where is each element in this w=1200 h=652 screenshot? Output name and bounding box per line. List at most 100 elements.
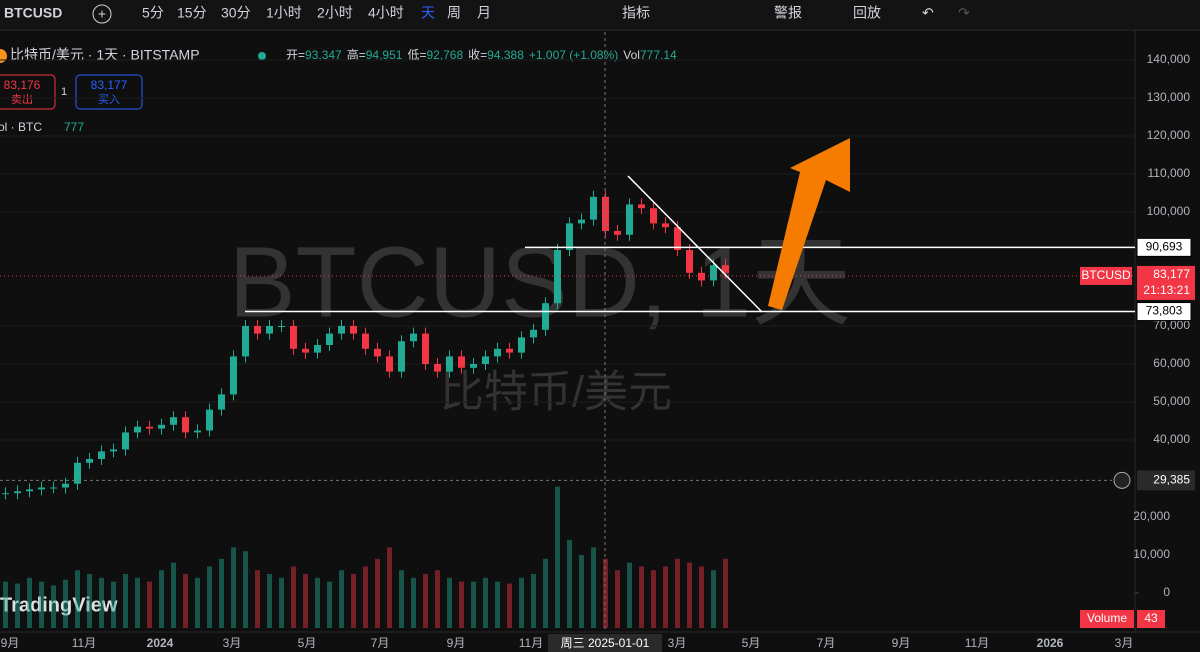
candle — [278, 326, 285, 327]
volume-bar — [615, 570, 620, 628]
buy-label: 买入 — [98, 93, 120, 106]
candle — [110, 449, 117, 452]
volume-bar — [111, 581, 116, 628]
volume-bar — [327, 581, 332, 628]
time-label: 7月 — [371, 636, 390, 650]
interval[interactable]: 2小时 — [317, 5, 353, 21]
candle — [518, 337, 525, 353]
candle — [374, 348, 381, 357]
volume-bar — [495, 581, 500, 628]
interval[interactable]: 1小时 — [266, 5, 302, 21]
sell-button[interactable] — [0, 74, 56, 110]
price-tick-label: 50,000 — [1153, 394, 1190, 408]
candle — [194, 430, 201, 433]
volume-bar — [303, 574, 308, 628]
candle — [614, 231, 621, 235]
time-label: 9月 — [1, 636, 20, 650]
volume-last-bg — [1137, 610, 1165, 628]
volume-bar — [555, 486, 560, 628]
volume-tick-label: 10,000 — [1133, 547, 1170, 561]
candle — [14, 491, 21, 494]
ohlc-close-label: 收= — [468, 48, 487, 62]
candle — [578, 219, 585, 224]
volume-bar — [231, 547, 236, 628]
candle — [62, 483, 69, 488]
volume-bar — [375, 558, 380, 628]
volume-legend-value: 777 — [64, 120, 84, 134]
interval[interactable]: 5分 — [142, 5, 164, 21]
undo[interactable]: ↶ — [922, 5, 934, 21]
indicators[interactable]: 指标 — [622, 5, 650, 21]
candle — [218, 394, 225, 410]
ohlc: 开=93,347 高=94,951 低=92,768 收=94,388 +1,007 (… — [286, 47, 677, 62]
volume-bar — [75, 570, 80, 628]
level-label-bg — [1136, 302, 1192, 322]
time-label: 2026 — [1037, 636, 1064, 650]
volume-bar — [627, 562, 632, 628]
candle — [470, 364, 477, 368]
price-tick-label: 140,000 — [1147, 52, 1191, 66]
ohlc-change: +1,007 (+1.08%) — [529, 48, 618, 62]
candle — [482, 356, 489, 364]
price-tick-label: 60,000 — [1153, 356, 1190, 370]
buy-button[interactable] — [75, 74, 143, 110]
volume-bar — [423, 574, 428, 628]
time-label: 3月 — [1115, 636, 1134, 650]
volume-bar — [399, 570, 404, 628]
volume-bar — [159, 570, 164, 628]
candle — [674, 227, 681, 250]
time-label: 3月 — [223, 636, 242, 650]
interval[interactable]: 30分 — [221, 5, 251, 21]
ohlc-vol: 777.14 — [640, 48, 677, 62]
price-tick-label: 70,000 — [1153, 318, 1190, 332]
crosshair-add — [1113, 471, 1131, 489]
price-tick-label: 130,000 — [1147, 90, 1191, 104]
replay[interactable]: 回放 — [853, 5, 881, 21]
candle — [494, 348, 501, 357]
candle — [650, 208, 657, 224]
volume-bar — [411, 577, 416, 628]
price-tick-label: 100,000 — [1147, 204, 1191, 218]
candle — [98, 451, 105, 459]
price-tick-label: 40,000 — [1153, 432, 1190, 446]
interval[interactable]: 月 — [477, 5, 491, 21]
volume-bar — [471, 581, 476, 628]
candle — [158, 424, 165, 429]
candle — [698, 272, 705, 281]
trendline — [627, 175, 763, 313]
candle — [446, 356, 453, 372]
interval[interactable]: 天 — [421, 5, 435, 21]
symbol[interactable]: BTCUSD — [4, 5, 62, 21]
volume-bar — [255, 570, 260, 628]
time-label: 5月 — [298, 636, 317, 650]
interval[interactable]: 15分 — [177, 5, 207, 21]
volume-tick-label: 0 — [1163, 585, 1170, 599]
add-symbol[interactable] — [92, 4, 112, 24]
interval[interactable]: 4小时 — [368, 5, 404, 21]
interval[interactable]: 周 — [447, 5, 461, 21]
volume-bar — [219, 558, 224, 628]
candle — [434, 364, 441, 372]
volume-bar — [87, 574, 92, 628]
crosshair-label-bg — [1137, 470, 1195, 491]
volume-bar — [603, 558, 608, 628]
candle — [314, 345, 321, 353]
volume-bar — [435, 570, 440, 628]
redo[interactable]: ↷ — [958, 5, 970, 21]
sell-label: 卖出 — [11, 92, 33, 106]
level-label: 90,693 — [1146, 240, 1183, 254]
candle — [254, 326, 261, 334]
candle — [170, 417, 177, 425]
time-label: 11月 — [519, 636, 543, 650]
volume-bar — [483, 577, 488, 628]
countdown: 21:13:21 — [1143, 283, 1190, 297]
symbol-tag-bg — [1080, 266, 1132, 285]
volume-bar — [651, 570, 656, 628]
level-label: 73,803 — [1146, 304, 1183, 318]
candle — [86, 459, 93, 463]
volume-bar — [39, 581, 44, 628]
alert[interactable]: 警报 — [774, 5, 802, 21]
ohlc-low: 92,768 — [426, 48, 463, 62]
volume-bar — [207, 566, 212, 628]
candle — [554, 250, 561, 304]
